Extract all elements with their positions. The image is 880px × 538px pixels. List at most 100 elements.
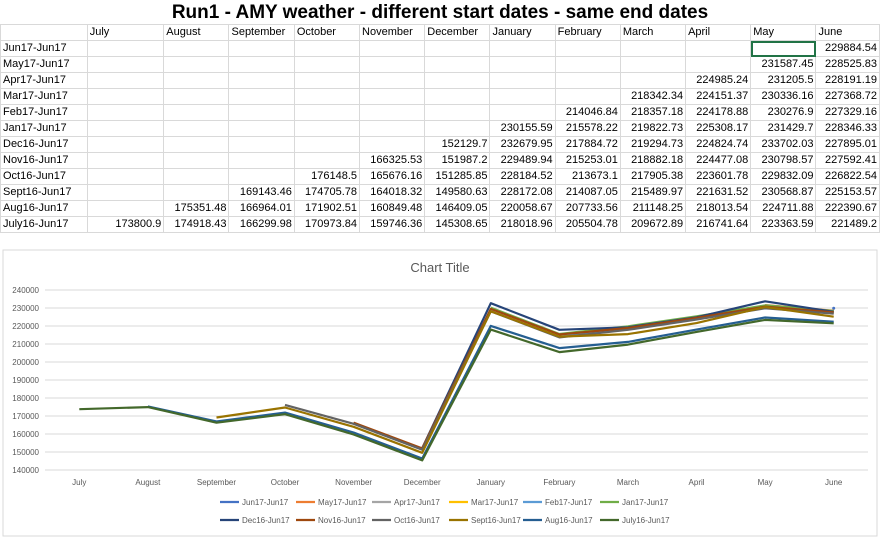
table-cell[interactable] (228, 152, 295, 169)
table-cell[interactable] (685, 40, 752, 57)
table-cell[interactable]: 218357.18 (619, 104, 687, 121)
table-cell[interactable] (228, 136, 295, 153)
table-cell[interactable] (554, 56, 621, 73)
table-cell[interactable] (293, 152, 361, 169)
table-cell[interactable] (293, 40, 361, 57)
table-cell[interactable]: 174918.43 (163, 216, 230, 233)
table-cell[interactable]: 227592.41 (815, 152, 880, 169)
table-cell[interactable]: 173800.9 (86, 216, 165, 233)
table-cell[interactable]: 223363.59 (750, 216, 817, 233)
table-cell[interactable] (489, 56, 556, 73)
column-header[interactable]: November (359, 24, 426, 41)
table-cell[interactable] (359, 120, 426, 137)
row-label[interactable]: July16-Jun17 (0, 216, 88, 233)
table-cell[interactable]: 174705.78 (293, 184, 361, 201)
table-cell[interactable] (293, 104, 361, 121)
table-cell[interactable] (86, 104, 165, 121)
table-cell[interactable] (228, 88, 295, 105)
table-cell[interactable]: 213673.1 (554, 168, 621, 185)
column-header[interactable]: June (815, 24, 880, 41)
table-cell[interactable]: 151987.2 (424, 152, 491, 169)
table-cell[interactable]: 224477.08 (685, 152, 752, 169)
table-cell[interactable]: 218013.54 (685, 200, 752, 217)
table-cell[interactable]: 205504.78 (554, 216, 621, 233)
row-label[interactable]: Oct16-Jun17 (0, 168, 88, 185)
table-cell[interactable]: 230155.59 (489, 120, 556, 137)
table-cell[interactable]: 166325.53 (359, 152, 426, 169)
table-cell[interactable]: 170973.84 (293, 216, 361, 233)
row-label[interactable]: Jan17-Jun17 (0, 120, 88, 137)
table-cell[interactable] (228, 56, 295, 73)
table-cell[interactable] (489, 104, 556, 121)
table-cell[interactable] (554, 88, 621, 105)
table-cell[interactable] (228, 120, 295, 137)
table-cell[interactable] (489, 72, 556, 89)
table-cell[interactable]: 229832.09 (750, 168, 817, 185)
table-cell[interactable]: 221631.52 (685, 184, 752, 201)
table-cell[interactable]: 228172.08 (489, 184, 556, 201)
table-cell[interactable]: 171902.51 (293, 200, 361, 217)
table-cell[interactable] (86, 56, 165, 73)
column-header[interactable]: October (293, 24, 361, 41)
column-header[interactable]: January (489, 24, 556, 41)
table-cell[interactable]: 227895.01 (815, 136, 880, 153)
table-cell[interactable]: 218882.18 (619, 152, 687, 169)
table-cell[interactable] (359, 88, 426, 105)
table-cell[interactable] (86, 88, 165, 105)
table-cell[interactable]: 216741.64 (685, 216, 752, 233)
table-cell[interactable]: 224985.24 (685, 72, 752, 89)
row-label[interactable]: Feb17-Jun17 (0, 104, 88, 121)
table-cell[interactable]: 224711.88 (750, 200, 817, 217)
table-cell[interactable]: 229884.54 (815, 40, 880, 57)
table-cell[interactable] (86, 120, 165, 137)
table-cell[interactable] (293, 120, 361, 137)
table-cell[interactable] (489, 88, 556, 105)
table-cell[interactable]: 224824.74 (685, 136, 752, 153)
table-cell[interactable] (163, 40, 230, 57)
table-cell[interactable] (163, 104, 230, 121)
table-cell[interactable] (163, 184, 230, 201)
table-cell[interactable] (359, 104, 426, 121)
table-cell[interactable] (424, 56, 491, 73)
table-cell[interactable]: 215253.01 (554, 152, 621, 169)
table-cell[interactable] (424, 104, 491, 121)
row-label[interactable]: Nov16-Jun17 (0, 152, 88, 169)
table-cell[interactable]: 232679.95 (489, 136, 556, 153)
table-cell[interactable]: 209672.89 (619, 216, 687, 233)
table-cell[interactable]: 146409.05 (424, 200, 491, 217)
table-cell[interactable]: 229489.94 (489, 152, 556, 169)
table-cell[interactable]: 228184.52 (489, 168, 556, 185)
table-cell[interactable]: 207733.56 (554, 200, 621, 217)
table-cell[interactable] (86, 72, 165, 89)
table-cell[interactable] (86, 184, 165, 201)
table-cell[interactable] (293, 56, 361, 73)
table-cell[interactable] (424, 88, 491, 105)
column-header[interactable]: September (228, 24, 295, 41)
table-cell[interactable] (359, 72, 426, 89)
column-header[interactable]: May (750, 24, 817, 41)
table-cell[interactable]: 230276.9 (750, 104, 817, 121)
table-cell[interactable]: 145308.65 (424, 216, 491, 233)
table-cell[interactable]: 220058.67 (489, 200, 556, 217)
table-cell[interactable]: 228346.33 (815, 120, 880, 137)
column-header[interactable]: August (163, 24, 230, 41)
table-cell[interactable]: 215578.22 (554, 120, 621, 137)
table-cell[interactable]: 151285.85 (424, 168, 491, 185)
table-cell[interactable] (163, 136, 230, 153)
table-cell[interactable]: 225308.17 (685, 120, 752, 137)
table-cell[interactable] (228, 40, 295, 57)
table-cell[interactable]: 230568.87 (750, 184, 817, 201)
table-cell[interactable]: 231205.5 (750, 72, 817, 89)
table-cell[interactable] (489, 40, 556, 57)
table-cell[interactable] (293, 136, 361, 153)
table-cell[interactable] (86, 168, 165, 185)
table-cell[interactable]: 230798.57 (750, 152, 817, 169)
table-cell[interactable]: 149580.63 (424, 184, 491, 201)
column-header[interactable]: December (424, 24, 491, 41)
row-label[interactable]: Mar17-Jun17 (0, 88, 88, 105)
table-cell[interactable] (86, 200, 165, 217)
table-cell[interactable] (554, 40, 621, 57)
table-cell[interactable]: 176148.5 (293, 168, 361, 185)
table-cell[interactable]: 227329.16 (815, 104, 880, 121)
table-cell[interactable]: 211148.25 (619, 200, 687, 217)
